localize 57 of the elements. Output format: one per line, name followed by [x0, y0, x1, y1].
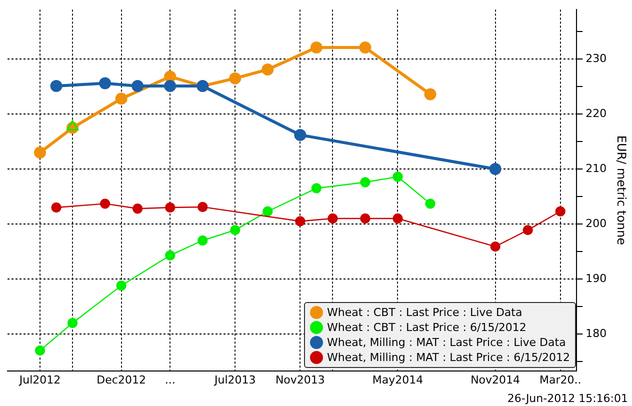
point	[360, 177, 370, 188]
point	[198, 235, 208, 246]
x-tick-label: Dec2012	[96, 373, 146, 386]
point	[392, 172, 403, 182]
y-tick-label: 180	[586, 326, 607, 340]
point	[165, 202, 176, 213]
point	[425, 198, 436, 209]
point	[328, 213, 338, 224]
point	[230, 224, 240, 236]
point	[424, 88, 436, 100]
point	[522, 224, 533, 236]
y-tick-label: 220	[586, 106, 607, 120]
point	[311, 183, 322, 194]
point	[262, 206, 273, 216]
point	[262, 64, 274, 76]
y-tick-label: 210	[586, 162, 607, 175]
legend-label: Wheat : CBT : Last Price : 6/15/2012	[327, 320, 526, 335]
point	[359, 42, 372, 54]
point	[490, 241, 500, 252]
point	[116, 280, 126, 291]
point	[34, 146, 46, 159]
legend-label: Wheat : CBT : Last Price : Live Data	[327, 305, 522, 320]
point	[132, 80, 144, 92]
point	[164, 70, 176, 83]
point	[100, 198, 110, 209]
x-tick-label: Jul2013	[214, 373, 256, 386]
point	[51, 202, 62, 213]
point	[164, 80, 176, 92]
point	[198, 202, 208, 212]
point	[229, 72, 242, 84]
point	[67, 318, 78, 328]
text: 26-Jun-2012 15:16:01	[507, 392, 628, 405]
point	[50, 80, 62, 92]
point	[360, 213, 370, 224]
point	[132, 204, 143, 214]
point	[165, 250, 176, 260]
x-tick-label: Jul2012	[18, 373, 61, 386]
x-tick-label: Nov2014	[470, 373, 520, 386]
y-tick-label: 200	[586, 216, 607, 230]
point	[115, 92, 128, 105]
point	[295, 216, 306, 226]
legend-label: Wheat, Milling : MAT : Last Price : Live Data	[327, 335, 566, 350]
x-tick-label: ...	[164, 373, 176, 386]
point	[489, 163, 502, 176]
x-tick-label: Mar20..	[539, 373, 582, 386]
point	[310, 42, 322, 54]
y-axis-title: EUR/ metric tonne	[614, 135, 629, 246]
y-tick-label: 230	[586, 52, 607, 65]
x-tick-label: May2014	[372, 373, 424, 386]
point	[392, 213, 403, 224]
point	[34, 345, 46, 356]
y-tick-label: 190	[586, 272, 607, 285]
legend-label: Wheat, Milling : MAT : Last Price : 6/15/2012	[327, 350, 570, 365]
point	[99, 77, 112, 90]
point	[555, 206, 566, 216]
x-tick-label: Nov2013	[275, 373, 325, 386]
point	[294, 128, 306, 141]
